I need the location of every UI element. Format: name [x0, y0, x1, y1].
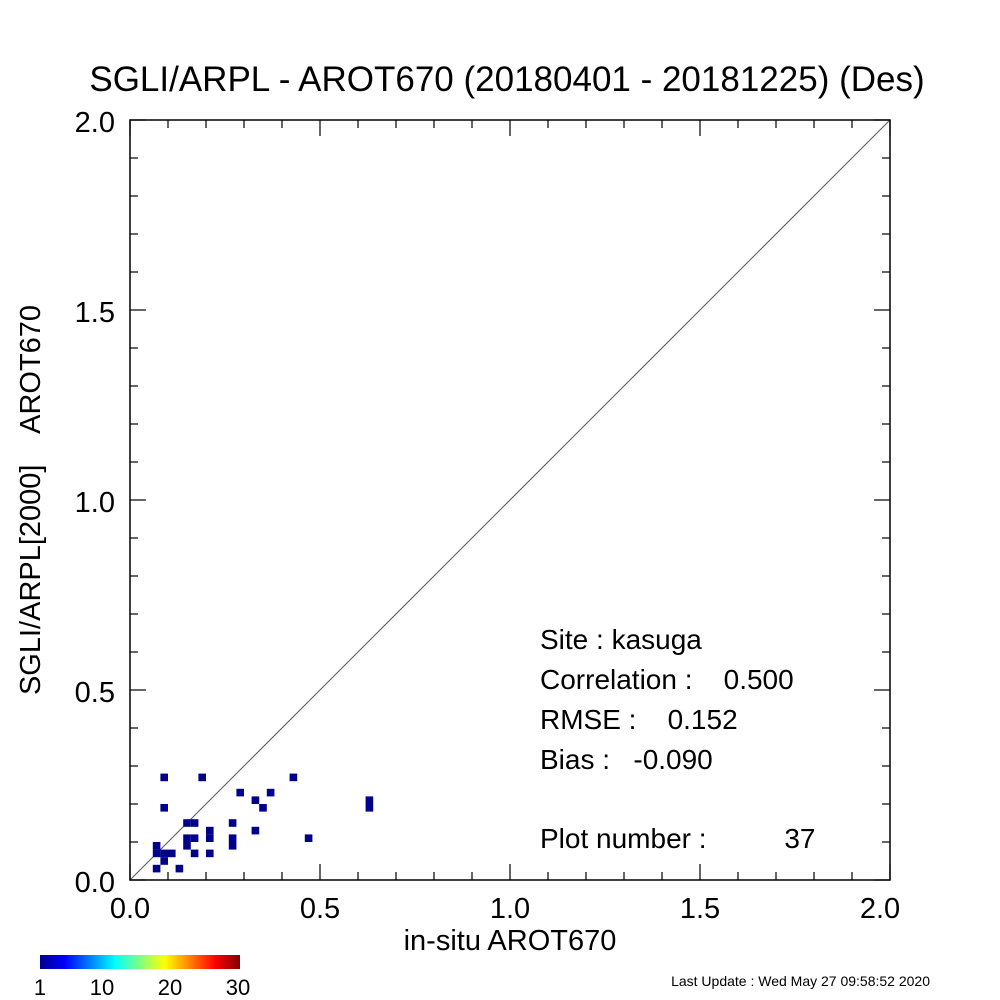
y-tick-label: 0.5	[75, 677, 115, 709]
y-axis-label: SGLI/ARPL[2000] AROT670	[15, 305, 47, 695]
data-point	[228, 842, 237, 850]
colorbar-tick-label: 20	[158, 975, 182, 1000]
data-point	[228, 834, 237, 842]
data-point	[198, 773, 206, 782]
x-tick-label: 1.0	[490, 893, 530, 925]
data-point	[206, 849, 214, 858]
x-tick-label: 0.0	[110, 893, 150, 925]
colorbar-tick-label: 30	[226, 975, 250, 1000]
x-axis-label: in-situ AROT670	[404, 925, 617, 957]
site-annotation: Site : kasuga	[540, 624, 702, 655]
chart-title: SGLI/ARPL - AROT670 (20180401 - 20181225…	[89, 60, 924, 99]
data-point	[266, 788, 275, 797]
correlation-annotation: Correlation : 0.500	[540, 664, 794, 695]
data-point	[251, 796, 260, 804]
y-tick-label: 1.0	[75, 487, 115, 519]
data-point	[206, 834, 214, 842]
colorbar	[40, 955, 240, 969]
x-tick-label: 2.0	[860, 893, 900, 925]
data-point	[236, 788, 244, 797]
data-point	[168, 849, 176, 858]
one-to-one-line	[129, 119, 891, 881]
data-point	[206, 826, 214, 835]
data-point	[160, 773, 168, 782]
data-point	[304, 834, 313, 842]
data-point	[160, 857, 168, 865]
x-tick-label: 0.5	[300, 893, 340, 925]
rmse-annotation: RMSE : 0.152	[540, 704, 738, 735]
data-point	[259, 804, 267, 812]
data-point	[160, 849, 168, 858]
last-update-text: Last Update : Wed May 27 09:58:52 2020	[671, 973, 930, 989]
data-point	[365, 804, 374, 812]
colorbar-tick-label: 1	[34, 975, 46, 1000]
data-point	[152, 842, 161, 850]
data-point	[190, 834, 199, 842]
data-point	[190, 849, 199, 858]
data-point	[152, 849, 161, 858]
x-tick-label: 1.5	[680, 893, 720, 925]
data-point	[251, 826, 260, 835]
data-point	[183, 819, 191, 827]
data-points	[152, 773, 374, 873]
data-point	[365, 796, 374, 804]
data-point	[183, 834, 191, 842]
y-tick-label: 2.0	[75, 107, 115, 139]
data-point	[183, 842, 191, 850]
data-point	[190, 819, 199, 827]
y-tick-label: 1.5	[75, 297, 115, 329]
y-tick-label: 0.0	[75, 867, 115, 899]
data-point	[228, 819, 237, 827]
bias-annotation: Bias : -0.090	[540, 744, 713, 775]
data-point	[289, 773, 298, 782]
data-point	[152, 864, 161, 873]
data-point	[175, 864, 184, 873]
plot-number-annotation: Plot number : 37	[540, 823, 815, 854]
data-point	[160, 804, 168, 812]
axis-ticks	[129, 119, 891, 881]
colorbar-tick-label: 10	[90, 975, 114, 1000]
